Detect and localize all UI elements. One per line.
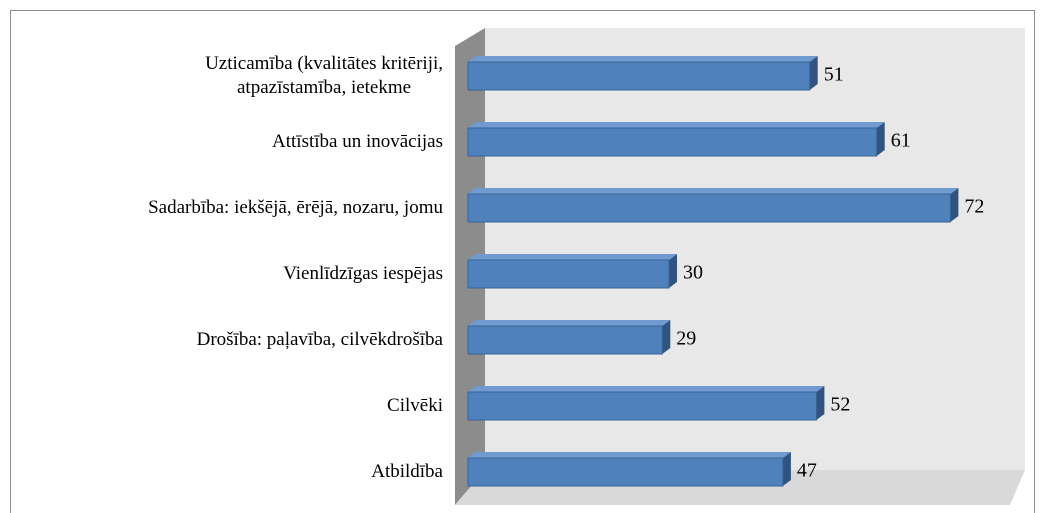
value-label: 30 (683, 262, 703, 284)
bar-top (468, 122, 885, 128)
category-label: Vienlīdzīgas iespējas (283, 263, 443, 284)
category-label: Atbildība (371, 461, 443, 482)
bar-side (950, 188, 959, 222)
category-label: Drošība: paļavība, cilvēkdrošība (196, 329, 443, 350)
value-label: 52 (830, 394, 850, 416)
bar (467, 325, 663, 355)
bar-side (662, 320, 671, 354)
bar (467, 457, 784, 487)
bar-side (816, 386, 825, 420)
bar-side (669, 254, 677, 288)
value-label: 72 (964, 196, 984, 218)
value-label: 47 (797, 460, 817, 482)
value-label: 61 (891, 130, 911, 152)
bar-top (468, 188, 959, 194)
category-label: Uzticamība (kvalitātes kritēriji, atpazī… (205, 53, 443, 98)
bar-side (876, 122, 885, 156)
category-label: Sadarbība: iekšējā, ērējā, nozaru, jomu (148, 197, 443, 218)
bar (467, 61, 811, 91)
bar-top (468, 386, 825, 392)
category-label: Attīstība un inovācijas (272, 131, 443, 152)
bar (467, 259, 670, 289)
category-label: Cilvēki (387, 395, 443, 416)
bar (467, 127, 878, 157)
bar (467, 391, 817, 421)
bar-top (468, 320, 671, 326)
bar-top (468, 56, 818, 62)
bar-side (782, 452, 791, 486)
bar-side (809, 56, 818, 90)
value-label: 51 (824, 64, 844, 86)
bar-top (468, 254, 677, 260)
frame (10, 10, 1035, 513)
bar-top (468, 452, 791, 458)
value-label: 29 (676, 328, 696, 350)
bar (467, 193, 951, 223)
